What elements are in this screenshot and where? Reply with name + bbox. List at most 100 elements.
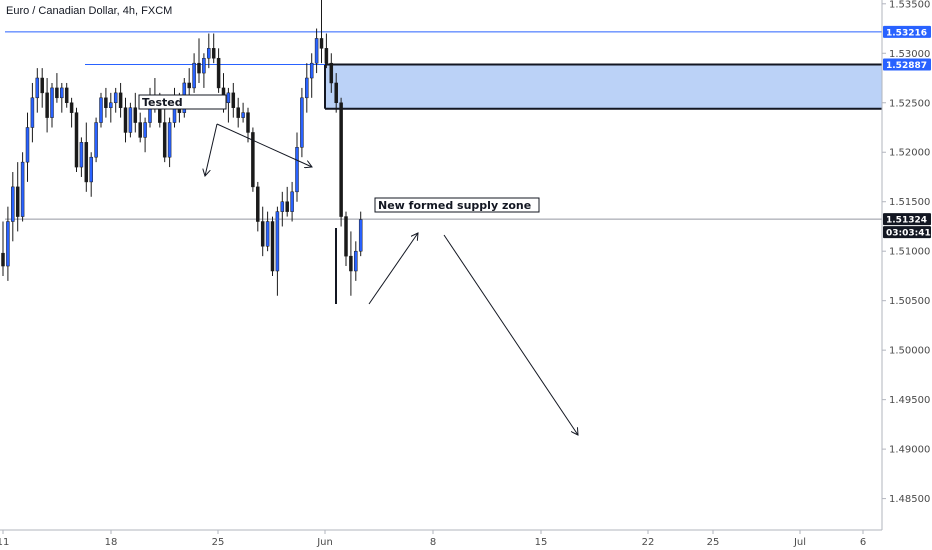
candle [285,186,289,217]
bull-candle-body [20,161,25,217]
bull-candle-body [305,77,309,99]
candle [104,87,108,118]
candle [275,206,280,296]
candle [167,117,172,168]
price-tick-label: 1.49500 [889,395,930,406]
bull-candle-body [11,186,15,222]
candle [1,221,5,276]
candle [15,162,20,232]
supply-zone-label-text: New formed supply zone [378,199,531,212]
bear-candle-body [84,142,89,183]
candle [89,152,93,197]
bull-candle-body [280,201,285,212]
price-tick-label: 1.52000 [889,148,930,159]
bull-candle-body [60,87,64,99]
bull-candle-body [309,62,314,79]
bear-candle-body [256,186,260,222]
time-axis: 11 18 25 Jun 8 15 22 25 Jul 6 [0,529,882,548]
candle [211,33,216,64]
countdown-tag: 03:03:41 [883,226,931,239]
price-axis: 1.555001.550001.545001.540001.535001.530… [881,0,931,530]
bear-candle-body [45,92,49,118]
candle [30,82,35,143]
candle [358,211,363,257]
bull-candle-body [290,191,294,212]
candle [290,181,294,222]
candle [329,53,334,93]
bull-candle-body [30,97,35,128]
candle [109,92,113,123]
time-tick-label: 25 [212,537,225,548]
candle [60,82,64,113]
horizontal-levels [5,31,882,220]
price-tick-label: 1.51000 [889,247,930,258]
price-tag-bg [883,25,931,38]
time-tick-label: Jul [793,537,806,548]
supply-zone-fill [325,64,882,109]
candle [300,87,304,158]
candle [354,241,358,281]
bear-candle-body [187,82,191,89]
bear-candle-body [344,216,348,257]
bear-candle-body [246,112,250,133]
bull-candle-body [275,211,280,272]
drawing-lines: Tested New formed supply zone [138,94,578,435]
candle [334,73,338,113]
price-tag-label: 1.51324 [886,216,927,226]
projection-arrow-up [368,233,418,305]
price-tag-bg [883,58,931,71]
candle [94,117,98,163]
countdown-label: 03:03:41 [886,229,931,239]
price-tick-label: 1.50000 [889,346,930,357]
candle [138,112,142,143]
candle [270,216,275,276]
tested-label-box [138,94,227,110]
candle [162,107,167,163]
price-tick-label: 1.52500 [889,98,930,109]
bear-candle-body [138,122,142,138]
bear-candle-body [55,87,59,99]
candle [339,97,343,227]
bear-candle-body [334,82,338,104]
candle [305,63,309,113]
bull-candle-body [113,92,118,104]
candle [113,87,118,113]
candle [25,112,30,182]
bull-candle-body [207,48,211,59]
candle [11,172,15,242]
countdown-bg [883,226,931,239]
bear-candle-body [216,57,221,89]
chart-title: Euro / Canadian Dollar, 4h, FXCM [6,5,172,17]
candle [241,102,245,123]
candle [344,211,348,267]
candle [123,97,128,143]
candle [143,117,147,153]
time-tick-label: 15 [535,537,548,548]
bear-candle-body [133,107,138,123]
bull-candle-body [128,107,133,133]
candle [40,68,44,108]
candle [256,181,260,232]
candle [35,68,40,113]
supply-zone-label: New formed supply zone [374,197,540,213]
bear-candle-body [118,92,123,108]
candle [260,206,265,257]
bull-candle-body [94,122,98,158]
bear-candle-body [349,255,353,272]
bull-candle-body [50,87,54,118]
candle [265,211,270,252]
time-tick-label: 11 [0,537,9,548]
candlestick-series [1,0,363,296]
price-tick-label: 1.48500 [889,494,930,505]
bull-candle-body [6,221,10,267]
bull-candle-body [79,142,84,168]
price-tag-label: 1.52887 [886,61,927,71]
bull-candle-body [167,122,172,158]
bear-candle-body [15,186,20,217]
bull-candle-body [358,219,363,252]
candle [251,127,255,192]
candle [69,97,74,128]
bear-candle-body [123,107,128,133]
candle [192,53,196,93]
